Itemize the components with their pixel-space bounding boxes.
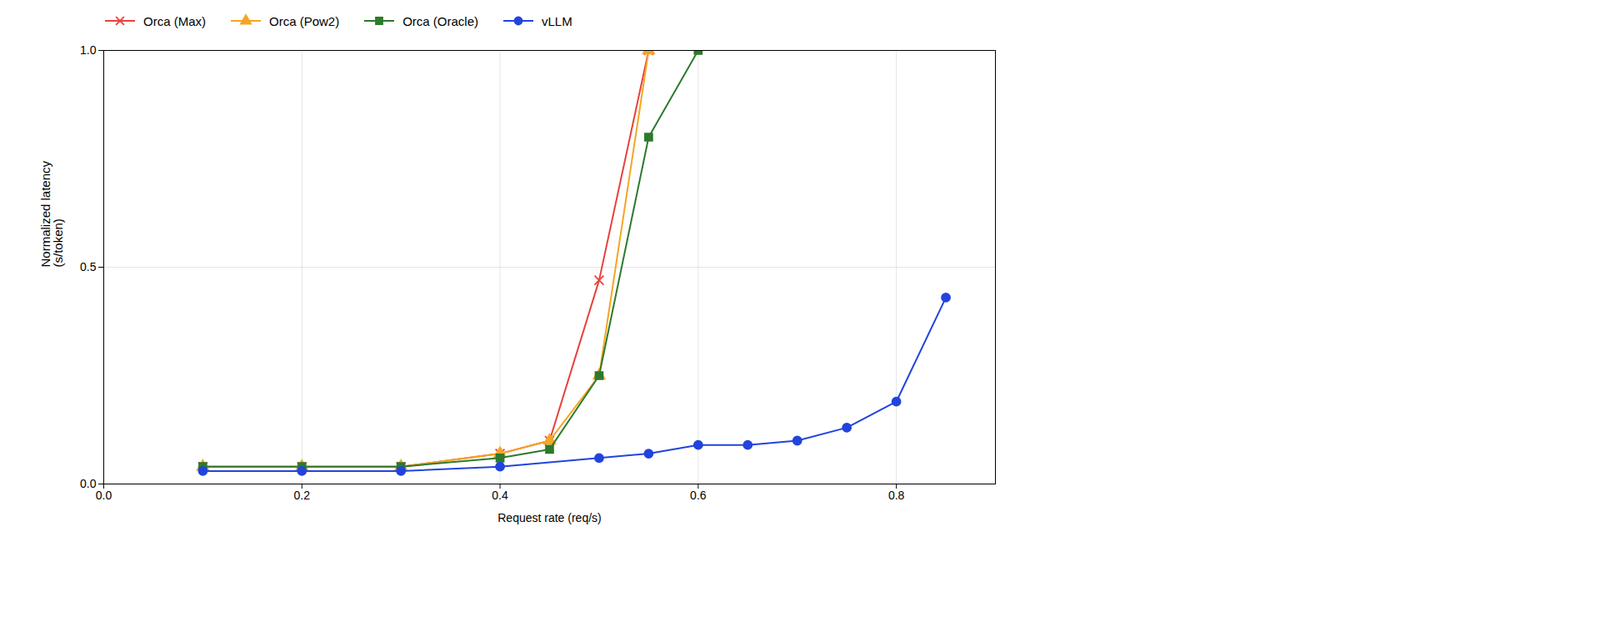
svg-text:Request rate (req/s): Request rate (req/s) <box>497 510 602 525</box>
svg-text:0.5: 0.5 <box>80 260 97 274</box>
svg-text:0.6: 0.6 <box>690 488 707 502</box>
html-text:Orca (Max): Orca (Max) <box>143 13 206 28</box>
html-text:Orca (Oracle): Orca (Oracle) <box>402 13 479 28</box>
html-text:vLLM: vLLM <box>541 13 573 28</box>
svg-text:0.4: 0.4 <box>491 488 509 502</box>
svg-text:Normalized latency(s/token): Normalized latency(s/token) <box>38 160 65 267</box>
svg-text:0.0: 0.0 <box>80 476 97 490</box>
svg-text:1.0: 1.0 <box>80 43 97 57</box>
svg-text:0.8: 0.8 <box>888 488 905 502</box>
html-text:Orca (Pow2): Orca (Pow2) <box>269 13 340 28</box>
svg-text:0.0: 0.0 <box>95 488 113 502</box>
svg-text:0.2: 0.2 <box>294 488 311 502</box>
